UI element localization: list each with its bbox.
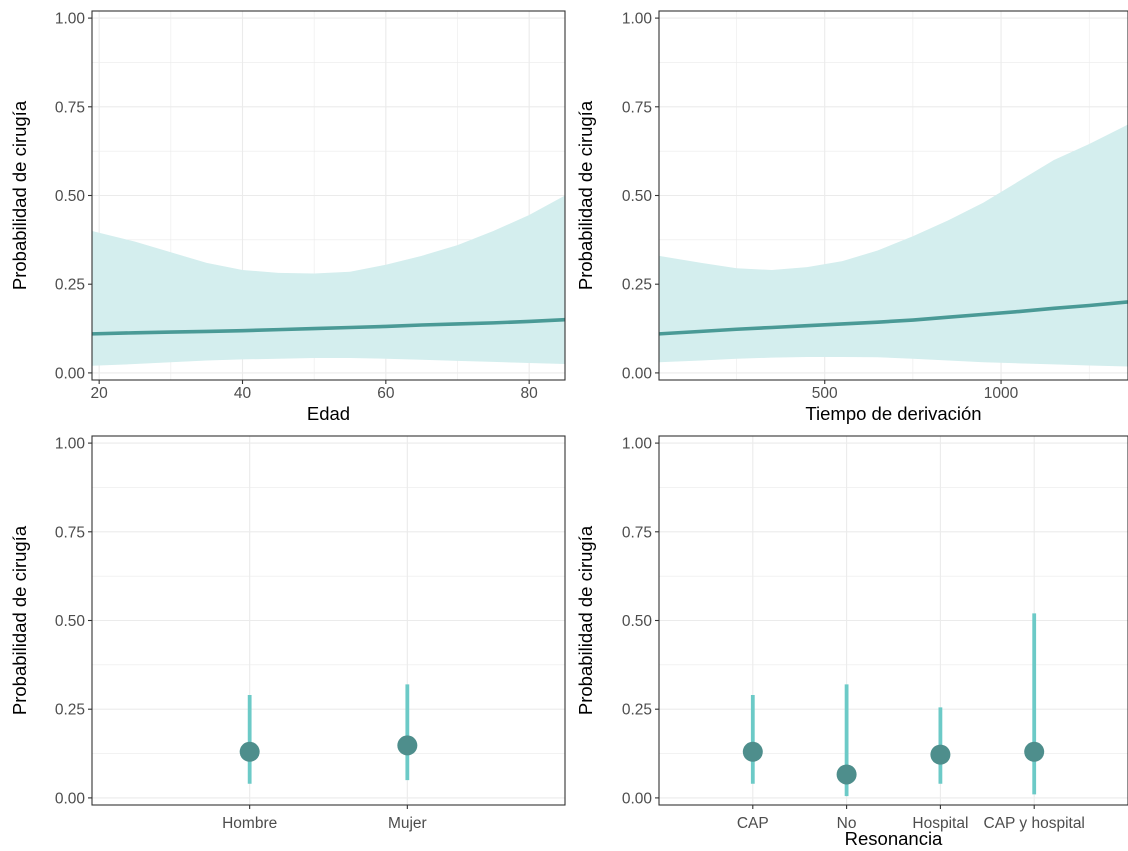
- y-tick-label: 0.75: [622, 99, 652, 116]
- x-axis-title: Edad: [307, 403, 350, 424]
- data-point: [930, 744, 951, 765]
- x-tick-label: Hombre: [222, 815, 277, 832]
- y-axis-title: Probabilidad de cirugía: [9, 100, 30, 290]
- data-point: [742, 741, 763, 762]
- y-tick-label: 0.00: [55, 365, 86, 382]
- x-tick-label: 1000: [984, 385, 1019, 402]
- x-tick-label: 20: [91, 385, 109, 402]
- y-axis-title: Probabilidad de cirugía: [575, 100, 596, 290]
- y-tick-label: 0.75: [622, 524, 652, 541]
- y-tick-label: 0.75: [55, 99, 85, 116]
- x-tick-label: Mujer: [388, 815, 427, 832]
- x-tick-label: 80: [521, 385, 539, 402]
- y-tick-label: 0.50: [55, 188, 86, 205]
- y-tick-label: 0.25: [622, 277, 652, 294]
- y-tick-label: 0.25: [622, 702, 652, 719]
- plot-area: [742, 613, 1045, 797]
- x-tick-label: CAP: [737, 815, 769, 832]
- y-tick-label: 0.75: [55, 524, 85, 541]
- panel-edad: 0.00 0.25 0.50 0.75 1.00 20 40 60 80 Edad Probabil…: [9, 10, 566, 424]
- x-tick-label: CAP y hospital: [984, 815, 1085, 832]
- y-axis-title: Probabilidad de cirugía: [575, 525, 596, 715]
- y-tick-label: 0.00: [622, 365, 653, 382]
- x-axis-title: Tiempo de derivación: [805, 403, 981, 424]
- x-tick-label: 60: [377, 385, 395, 402]
- panel-sexo: 0.00 0.25 0.50 0.75 1.00 Hombre Mujer Probabili…: [9, 435, 566, 832]
- data-point: [239, 741, 260, 762]
- x-axis-title: Resonancia: [845, 828, 943, 849]
- series-line: [659, 300, 1128, 336]
- x-tick-label: 40: [234, 385, 252, 402]
- x-tick-label: 500: [812, 385, 838, 402]
- series-line: [92, 317, 565, 336]
- x-tick-label: No: [837, 815, 857, 832]
- data-point: [836, 764, 857, 785]
- panel-resonancia: 0.00 0.25 0.50 0.75 1.00 CAP No Hospital CAP y h…: [575, 435, 1128, 849]
- x-tick-label: Hospital: [912, 815, 968, 832]
- y-tick-label: 0.00: [622, 790, 653, 807]
- plot-area: [239, 684, 418, 784]
- y-tick-label: 0.50: [55, 613, 86, 630]
- y-tick-label: 0.00: [55, 790, 86, 807]
- plot-area: [92, 195, 565, 366]
- y-tick-label: 0.50: [622, 188, 653, 205]
- plot-area: [659, 124, 1128, 367]
- y-tick-label: 1.00: [622, 436, 653, 453]
- y-tick-label: 1.00: [622, 11, 653, 28]
- data-point: [397, 735, 418, 756]
- y-tick-label: 0.25: [55, 702, 85, 719]
- confidence-band: [659, 124, 1128, 367]
- y-tick-label: 1.00: [55, 436, 86, 453]
- y-tick-label: 1.00: [55, 11, 86, 28]
- y-axis-title: Probabilidad de cirugía: [9, 525, 30, 715]
- y-tick-label: 0.50: [622, 613, 653, 630]
- data-point: [1024, 741, 1045, 762]
- y-tick-label: 0.25: [55, 277, 85, 294]
